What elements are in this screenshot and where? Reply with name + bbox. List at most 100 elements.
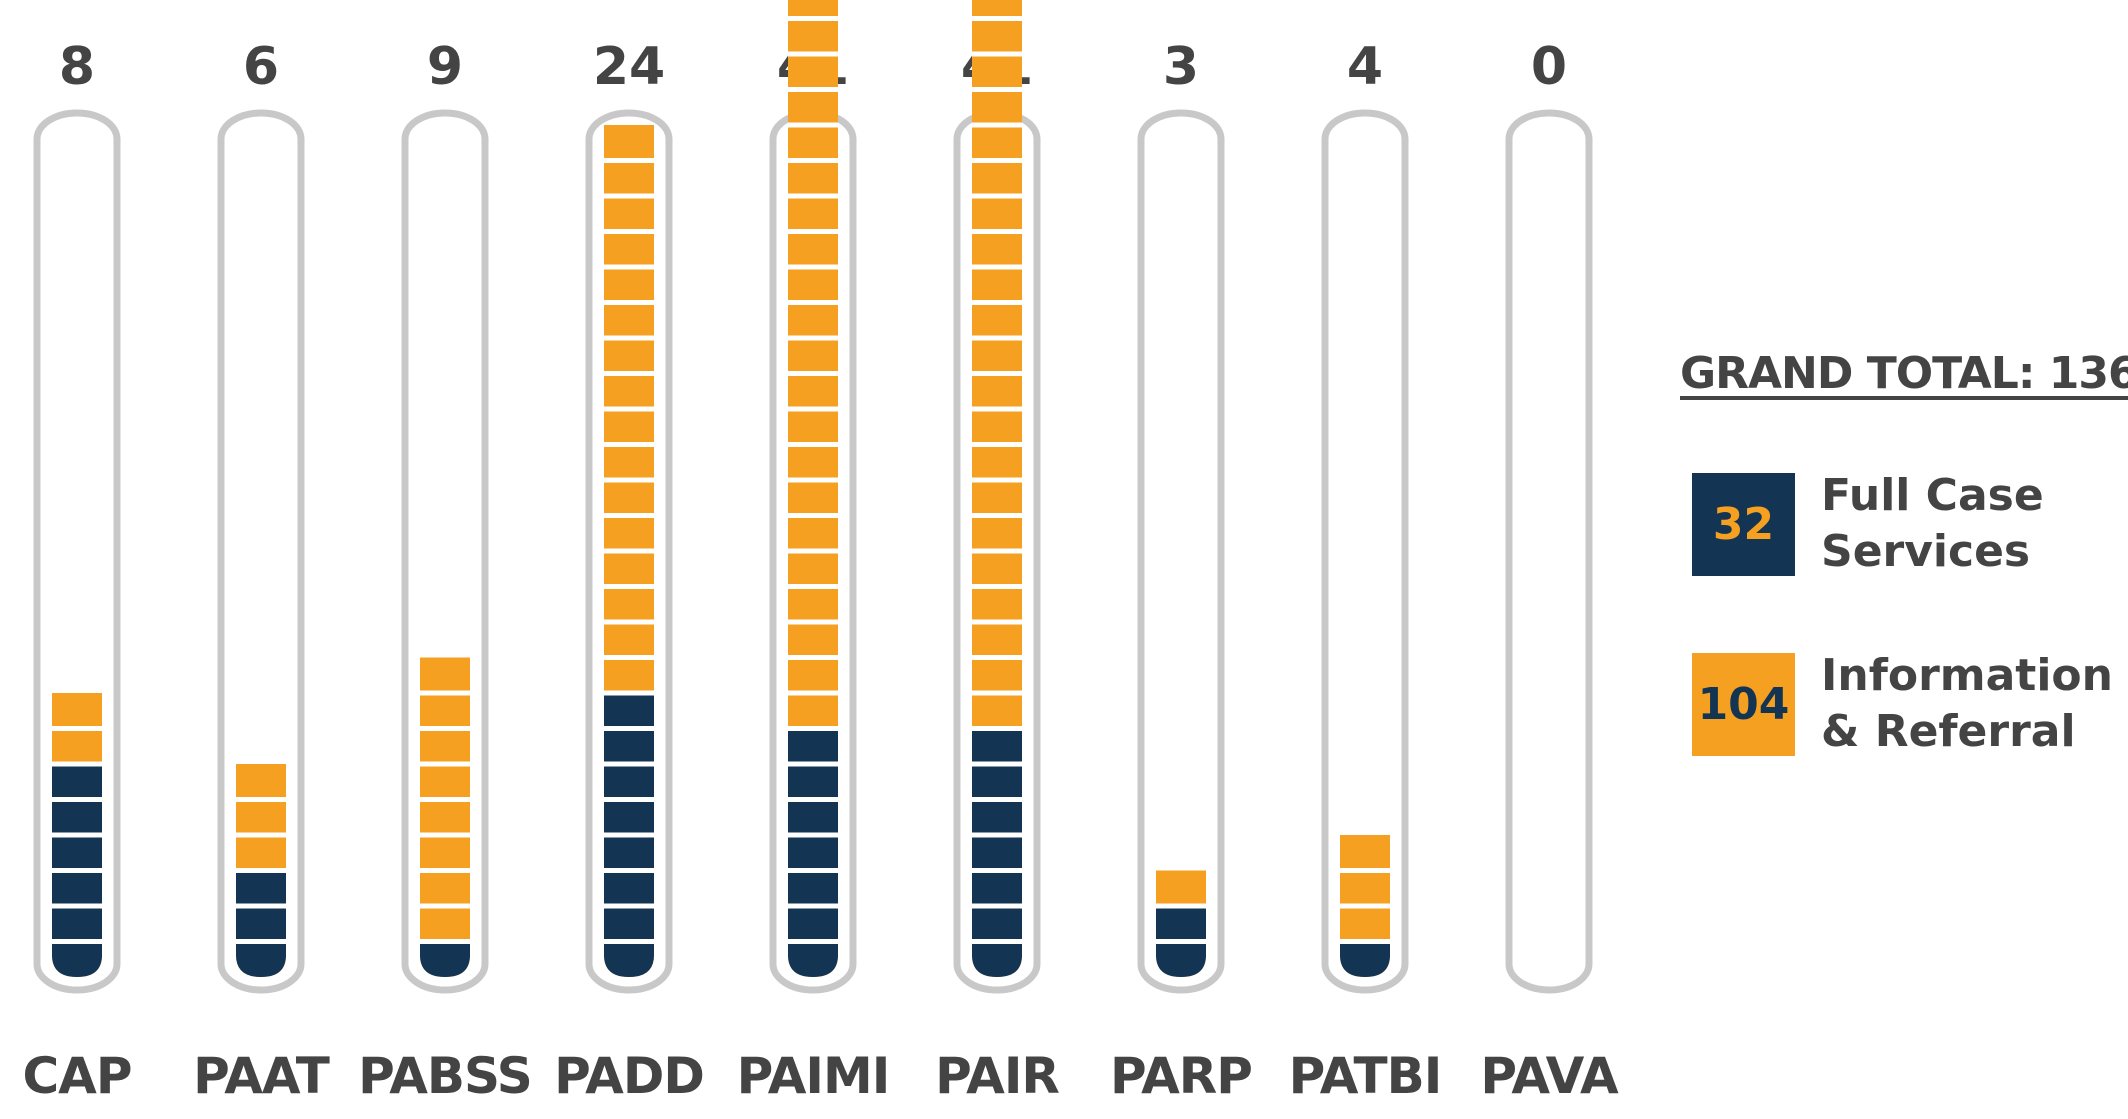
category-label-patbi: PATBI: [1289, 1047, 1442, 1105]
bar-divider-padd: [604, 513, 654, 518]
bar-divider-paat: [236, 868, 286, 873]
bar-divider-padd: [604, 868, 654, 873]
bar-divider-paimi: [788, 477, 838, 483]
stack-pabss: [420, 657, 470, 977]
bar-divider-paimi: [788, 726, 838, 731]
stack-cap: [52, 693, 102, 977]
stack-padd: [604, 125, 654, 977]
legend-swatch-info-referral: 104: [1692, 652, 1795, 756]
bar-divider-cap: [52, 761, 102, 767]
bar-segment-full-case-paimi: [788, 728, 838, 977]
total-label-patbi: 4: [1347, 37, 1383, 97]
bar-divider-pair: [972, 51, 1022, 57]
bar-divider-paimi: [788, 797, 838, 802]
bar-divider-pair: [972, 16, 1022, 21]
stack-paat: [236, 764, 286, 977]
bar-divider-paimi: [788, 903, 838, 909]
bar-divider-pair: [972, 513, 1022, 518]
bar-divider-parp: [1156, 939, 1206, 944]
bar-divider-pair: [972, 797, 1022, 802]
legend-label-info-referral-line1: Information: [1821, 650, 2113, 701]
bar-divider-cap: [52, 868, 102, 873]
bar-divider-paimi: [788, 442, 838, 447]
bar-divider-paimi: [788, 513, 838, 518]
bar-divider-padd: [604, 726, 654, 731]
bar-divider-paimi: [788, 690, 838, 696]
bar-divider-paimi: [788, 335, 838, 341]
bar-divider-paimi: [788, 87, 838, 92]
bar-divider-pair: [972, 335, 1022, 341]
bar-divider-paimi: [788, 51, 838, 57]
bar-divider-padd: [604, 264, 654, 270]
category-label-cap: CAP: [22, 1047, 131, 1105]
legend-label-full-case-line1: Full Case: [1821, 470, 2044, 521]
grand-total: GRAND TOTAL: 136: [1680, 348, 2128, 399]
category-label-parp: PARP: [1110, 1047, 1252, 1105]
category-label-paat: PAAT: [193, 1047, 330, 1105]
bar-divider-paimi: [788, 832, 838, 838]
bar-segment-full-case-pabss: [420, 941, 470, 977]
bar-divider-paat: [236, 797, 286, 802]
bar-divider-paimi: [788, 158, 838, 163]
stack-patbi: [1340, 835, 1390, 977]
bar-divider-cap: [52, 797, 102, 802]
bar-divider-cap: [52, 832, 102, 838]
bar-divider-padd: [604, 406, 654, 412]
bar-divider-pair: [972, 690, 1022, 696]
bar-divider-pair: [972, 939, 1022, 944]
bar-divider-paimi: [788, 406, 838, 412]
bar-divider-pabss: [420, 832, 470, 838]
category-label-pabss: PABSS: [358, 1047, 532, 1105]
bar-divider-padd: [604, 761, 654, 767]
bar-segment-full-case-paat: [236, 870, 286, 977]
bar-divider-patbi: [1340, 868, 1390, 873]
bar-divider-padd: [604, 584, 654, 589]
legend-value-full-case: 32: [1712, 498, 1775, 550]
bar-divider-pair: [972, 584, 1022, 589]
legend-item-info-referral: 104 Information & Referral: [1692, 648, 2121, 760]
legend-label-full-case-line2: Services: [1821, 526, 2031, 577]
bar-divider-padd: [604, 442, 654, 447]
bar-divider-paimi: [788, 619, 838, 625]
stack-paimi: [788, 0, 838, 977]
bar-divider-pair: [972, 442, 1022, 447]
bar-divider-padd: [604, 229, 654, 234]
bar-divider-pair: [972, 406, 1022, 412]
bar-divider-pabss: [420, 868, 470, 873]
legend-label-info-referral-line2: & Referral: [1821, 706, 2076, 757]
tube-patbi: [1321, 109, 1409, 994]
category-label-paimi: PAIMI: [737, 1047, 890, 1105]
bar-divider-pair: [972, 122, 1022, 128]
bar-divider-padd: [604, 300, 654, 305]
category-label-pair: PAIR: [935, 1047, 1059, 1105]
total-label-pabss: 9: [427, 37, 463, 97]
legend-label-full-case: Full Case Services: [1821, 468, 2121, 580]
total-label-pava: 0: [1531, 37, 1567, 97]
bar-divider-pair: [972, 868, 1022, 873]
legend-item-full-case: 32 Full Case Services: [1692, 468, 2121, 580]
bar-divider-paimi: [788, 655, 838, 660]
bar-divider-pair: [972, 548, 1022, 554]
bar-divider-pair: [972, 264, 1022, 270]
bar-divider-paimi: [788, 548, 838, 554]
bar-divider-paimi: [788, 868, 838, 873]
bar-divider-pabss: [420, 903, 470, 909]
legend-label-info-referral: Information & Referral: [1821, 648, 2121, 760]
bar-divider-padd: [604, 690, 654, 696]
category-label-padd: PADD: [554, 1047, 704, 1105]
legend-value-info-referral: 104: [1697, 678, 1790, 730]
bar-divider-patbi: [1340, 903, 1390, 909]
bar-divider-pair: [972, 193, 1022, 199]
bar-divider-parp: [1156, 903, 1206, 909]
stack-pair: [972, 0, 1022, 977]
bar-divider-padd: [604, 548, 654, 554]
bar-divider-cap: [52, 939, 102, 944]
bar-divider-pair: [972, 371, 1022, 376]
bar-divider-paat: [236, 832, 286, 838]
bar-divider-paimi: [788, 939, 838, 944]
bar-divider-pabss: [420, 939, 470, 944]
bar-divider-patbi: [1340, 939, 1390, 944]
bar-divider-padd: [604, 903, 654, 909]
bar-divider-pair: [972, 619, 1022, 625]
bar-divider-pabss: [420, 797, 470, 802]
